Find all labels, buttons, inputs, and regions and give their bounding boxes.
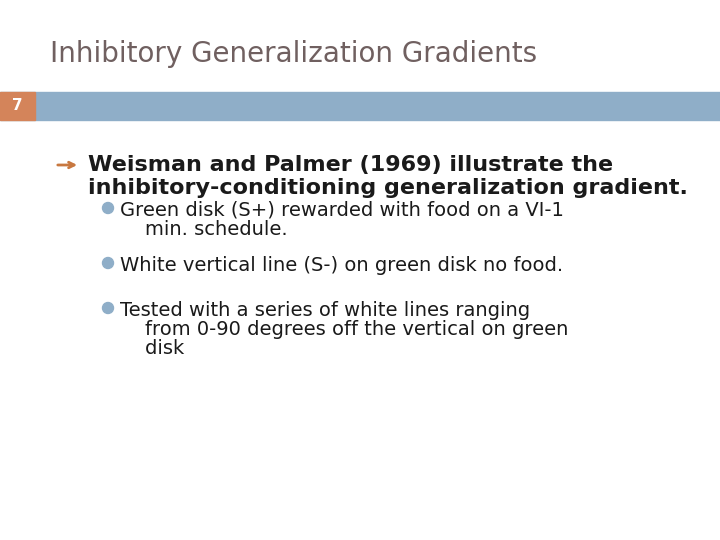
Text: Green disk (S+) rewarded with food on a VI-1: Green disk (S+) rewarded with food on a … bbox=[120, 201, 564, 220]
Text: Tested with a series of white lines ranging: Tested with a series of white lines rang… bbox=[120, 301, 530, 320]
Text: White vertical line (S-) on green disk no food.: White vertical line (S-) on green disk n… bbox=[120, 256, 563, 275]
Text: Weisman and Palmer (1969) illustrate the: Weisman and Palmer (1969) illustrate the bbox=[88, 155, 613, 175]
Text: disk: disk bbox=[120, 339, 184, 358]
Circle shape bbox=[102, 202, 114, 213]
Text: Inhibitory Generalization Gradients: Inhibitory Generalization Gradients bbox=[50, 40, 537, 68]
Text: from 0-90 degrees off the vertical on green: from 0-90 degrees off the vertical on gr… bbox=[120, 320, 568, 339]
Circle shape bbox=[102, 258, 114, 268]
Text: min. schedule.: min. schedule. bbox=[120, 220, 287, 239]
Text: 7: 7 bbox=[12, 98, 23, 113]
Circle shape bbox=[102, 302, 114, 314]
Bar bbox=[0, 92, 720, 120]
Text: inhibitory-conditioning generalization gradient.: inhibitory-conditioning generalization g… bbox=[88, 178, 688, 198]
Bar bbox=[0, 92, 35, 120]
